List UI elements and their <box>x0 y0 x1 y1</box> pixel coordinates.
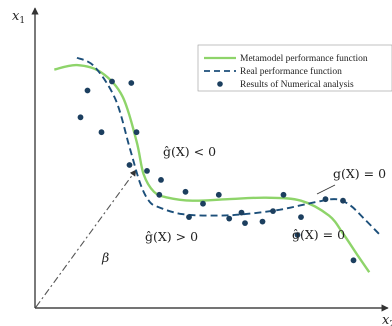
x-axis-label: x2 <box>382 313 392 326</box>
data-point <box>259 218 266 225</box>
data-point <box>226 215 233 222</box>
legend-label-metamodel: Metamodel performance function <box>240 53 368 64</box>
annotation-real-limit-state: g(X) = 0 <box>333 166 386 181</box>
data-point <box>158 177 164 183</box>
annotation-real-limit-state-pointer <box>316 184 336 195</box>
data-point <box>126 162 133 168</box>
data-point <box>322 196 329 203</box>
data-point <box>200 200 206 207</box>
data-point <box>215 191 222 198</box>
data-point <box>350 257 357 264</box>
data-point <box>84 87 91 94</box>
legend-label-real: Real performance function <box>240 66 342 77</box>
legend-box <box>197 44 392 92</box>
data-point <box>280 191 287 198</box>
data-point <box>340 197 346 204</box>
data-point <box>128 80 135 86</box>
data-point <box>186 214 192 221</box>
annotation-metamodel-negative: ĝ(X) < 0 <box>163 144 216 159</box>
data-point <box>109 78 115 85</box>
data-point <box>238 209 245 216</box>
y-axis-label: x1 <box>12 9 25 26</box>
data-point <box>98 129 105 136</box>
data-point <box>156 191 163 198</box>
data-point <box>298 214 304 221</box>
data-point <box>144 168 150 174</box>
legend-marker-points <box>217 81 223 87</box>
data-point <box>242 220 248 227</box>
data-point <box>133 129 140 136</box>
legend: Metamodel performance function Real perf… <box>197 44 392 92</box>
data-point <box>182 188 189 195</box>
data-point <box>77 114 84 121</box>
data-point <box>270 208 276 215</box>
annotation-metamodel-positive: ĝ(X) > 0 <box>145 229 198 244</box>
beta-vector <box>35 169 137 308</box>
annotation-metamodel-limit-state: ĝ(X) = 0 <box>292 227 345 242</box>
annotation-beta: β <box>101 250 109 265</box>
legend-label-points: Results of Numerical analysis <box>240 79 354 90</box>
data-point <box>294 232 301 238</box>
